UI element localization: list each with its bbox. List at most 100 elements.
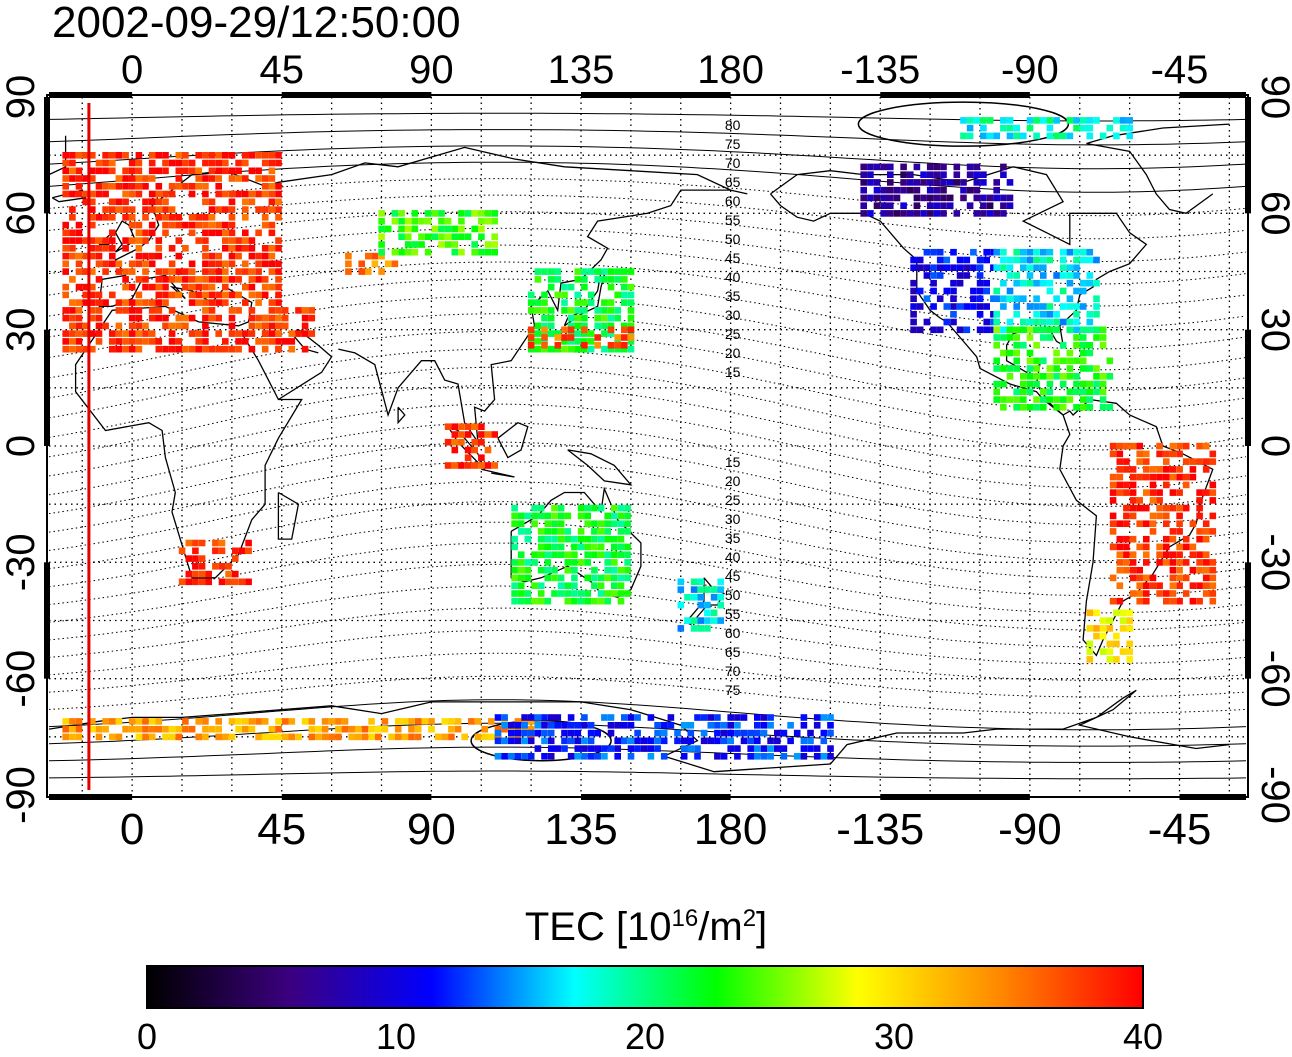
- tec-cell: [990, 248, 997, 256]
- tec-cell: [521, 718, 528, 725]
- tec-cell: [1099, 342, 1107, 349]
- tec-cell: [930, 248, 937, 256]
- tec-cell: [980, 171, 987, 178]
- tec-cell: [215, 167, 222, 175]
- tec-cell: [524, 590, 532, 597]
- tec-cell: [611, 535, 618, 543]
- tec-cell: [1013, 342, 1020, 349]
- tec-cell: [1053, 318, 1060, 326]
- tec-cell: [261, 283, 269, 291]
- tec-cell: [1000, 349, 1007, 357]
- tec-cell: [275, 733, 282, 741]
- tec-cell: [1000, 380, 1007, 388]
- tec-cell: [970, 248, 977, 256]
- tec-cell: [1169, 582, 1177, 589]
- tec-cell: [1033, 279, 1040, 287]
- tec-cell: [175, 733, 183, 741]
- tec-cell: [1116, 442, 1124, 450]
- tec-cell: [102, 245, 109, 252]
- tec-cell: [275, 718, 282, 725]
- contour-label: 25: [725, 492, 741, 508]
- tec-cell: [1176, 574, 1183, 582]
- tec-cell: [627, 753, 635, 760]
- tec-cell: [567, 737, 575, 745]
- tec-cell: [1099, 625, 1107, 632]
- tec-cell: [1073, 388, 1080, 396]
- tec-cell: [940, 186, 947, 194]
- tec-cell: [255, 268, 262, 275]
- tec-cell: [268, 229, 276, 237]
- tec-cell: [1000, 326, 1007, 334]
- tec-cell: [235, 291, 242, 299]
- tec-cell: [564, 528, 572, 535]
- tec-cell: [401, 733, 409, 741]
- tec-cell: [860, 210, 867, 217]
- tec-cell: [1046, 318, 1054, 326]
- tec-cell: [710, 609, 718, 617]
- contour-line: [49, 461, 1246, 544]
- tec-cell: [993, 318, 1000, 326]
- tec-cell: [597, 543, 605, 551]
- tec-cell: [365, 252, 372, 260]
- tec-cell: [514, 725, 522, 733]
- tec-cell: [611, 504, 618, 512]
- tec-cell: [235, 167, 242, 175]
- tec-cell: [208, 206, 216, 213]
- tec-cell: [468, 718, 475, 725]
- tec-cell: [268, 159, 276, 167]
- tec-cell: [690, 625, 698, 632]
- tec-cell: [1126, 656, 1133, 663]
- tec-cell: [993, 295, 1000, 302]
- tec-cell: [511, 543, 518, 551]
- tec-cell: [1000, 365, 1007, 372]
- tec-cell: [910, 279, 917, 287]
- tec-cell: [444, 423, 452, 430]
- tec-cell: [491, 210, 498, 217]
- tec-cell: [587, 737, 595, 745]
- tec-cell: [1013, 349, 1020, 357]
- tec-cell: [587, 299, 595, 306]
- tec-cell: [551, 520, 558, 527]
- tec-cell: [188, 330, 196, 337]
- tec-data-cells: [62, 117, 1217, 760]
- tec-cell: [89, 314, 96, 322]
- tec-cell: [95, 307, 103, 314]
- tec-cell: [1040, 396, 1047, 403]
- tec-cell: [604, 559, 611, 566]
- tec-cell: [232, 547, 239, 555]
- tec-cell: [1169, 551, 1177, 558]
- tec-cell: [155, 718, 163, 725]
- tec-cell: [1059, 272, 1067, 279]
- colorbar-title: TEC [1016/m2]: [524, 905, 768, 949]
- tec-cell: [188, 159, 196, 167]
- tec-cell: [960, 117, 967, 124]
- right-lat-label: -30: [1253, 533, 1292, 591]
- tec-cell: [930, 303, 937, 310]
- tec-cell: [547, 307, 555, 314]
- tec-cell: [597, 551, 605, 558]
- tec-cell: [411, 241, 419, 248]
- tec-cell: [993, 179, 1000, 186]
- tec-cell: [581, 753, 588, 760]
- tec-cell: [222, 159, 229, 167]
- tec-cell: [281, 718, 289, 725]
- tec-cell: [983, 279, 990, 287]
- tec-cell: [1143, 489, 1150, 496]
- tec-cell: [727, 729, 734, 737]
- tec-cell: [478, 423, 485, 430]
- tec-cell: [228, 214, 236, 221]
- tec-cell: [647, 737, 655, 745]
- tec-cell: [1126, 640, 1133, 648]
- tec-cell: [275, 314, 282, 322]
- tec-cell: [135, 314, 143, 322]
- tec-cell: [471, 423, 478, 430]
- tec-cell: [920, 179, 927, 186]
- tec-cell: [1086, 132, 1094, 140]
- tec-cell: [547, 330, 555, 337]
- tec-cell: [1026, 365, 1034, 372]
- tec-cell: [684, 617, 691, 624]
- tec-cell: [634, 729, 641, 737]
- tec-cell: [561, 307, 568, 314]
- tec-cell: [222, 268, 229, 275]
- tec-cell: [128, 718, 136, 725]
